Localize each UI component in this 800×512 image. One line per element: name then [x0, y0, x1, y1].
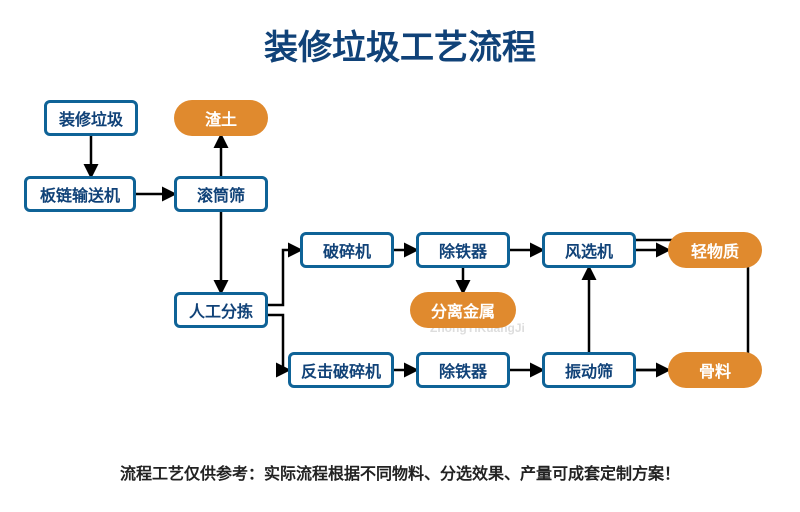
- node-ctq2: 除铁器: [416, 352, 510, 388]
- node-zxlj: 装修垃圾: [44, 100, 138, 136]
- node-gl: 骨料: [668, 352, 762, 388]
- edge-rgfj-fjpsj: [268, 315, 288, 370]
- node-blssj: 板链输送机: [24, 176, 136, 212]
- node-psj: 破碎机: [300, 232, 394, 268]
- node-gts: 滚筒筛: [174, 176, 268, 212]
- diagram-title: 装修垃圾工艺流程: [0, 0, 800, 69]
- node-fljs: 分离金属: [410, 292, 516, 328]
- footer-note: 流程工艺仅供参考：实际流程根据不同物料、分选效果、产量可成套定制方案！: [0, 460, 800, 484]
- node-zhatu: 渣土: [174, 100, 268, 136]
- node-fxj: 风选机: [542, 232, 636, 268]
- node-ctq1: 除铁器: [416, 232, 510, 268]
- node-qwz: 轻物质: [668, 232, 762, 268]
- node-fjpsj: 反击破碎机: [288, 352, 394, 388]
- node-zds: 振动筛: [542, 352, 636, 388]
- edge-rgfj-psj: [268, 250, 300, 305]
- node-rgfj: 人工分拣: [174, 292, 268, 328]
